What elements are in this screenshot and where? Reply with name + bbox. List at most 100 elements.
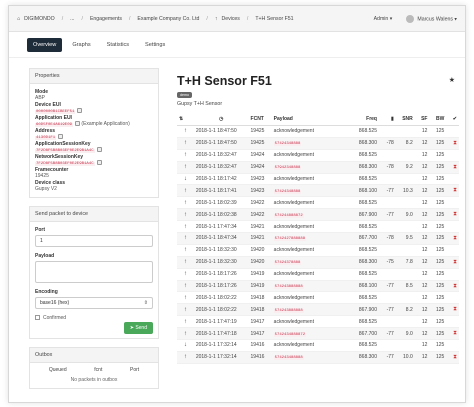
copy-icon[interactable] bbox=[96, 147, 102, 153]
device-eui-label: Device EUI bbox=[35, 102, 61, 108]
row-time: 2018-1-1 18:02:38 bbox=[193, 208, 249, 222]
row-freq: 868.525 bbox=[347, 125, 379, 138]
table-row[interactable]: ↑ 2018-1-1 18:32:47 19424 57942348888 868.30… bbox=[177, 161, 459, 174]
copy-icon[interactable] bbox=[77, 108, 83, 114]
row-time: 2018-1-1 17:47:34 bbox=[193, 220, 249, 234]
table-row[interactable]: ↑ 2018-1-1 18:47:50 19425 acknowledgement 86… bbox=[177, 125, 459, 138]
tab-overview[interactable]: Overview bbox=[27, 37, 63, 52]
star-icon[interactable]: ★ bbox=[448, 77, 455, 84]
tab-bar: Overview Graphs Statistics Settings bbox=[9, 32, 465, 58]
tab-statistics[interactable]: Statistics bbox=[106, 41, 130, 48]
payload-input[interactable] bbox=[35, 261, 153, 283]
table-row[interactable]: ↑ 2018-1-1 18:47:34 19421 5742427888888 867.… bbox=[177, 232, 459, 245]
row-payload: acknowledgement bbox=[271, 291, 348, 305]
breadcrumb-devices[interactable]: Devices bbox=[221, 15, 240, 22]
tab-settings[interactable]: Settings bbox=[145, 41, 166, 48]
breadcrumb-separator: / bbox=[246, 15, 249, 22]
table-row[interactable]: ↑ 2018-1-1 18:32:30 19420 acknowledgement 86… bbox=[177, 244, 459, 257]
row-snr bbox=[395, 315, 415, 329]
row-bw: 125 bbox=[429, 351, 447, 364]
table-row[interactable]: ↑ 2018-1-1 18:17:26 19419 acknowledgement 86… bbox=[177, 268, 459, 281]
table-row[interactable]: ↑ 2018-1-1 18:17:41 19423 57424348888 868.10… bbox=[177, 184, 459, 198]
properties-header: Properties bbox=[30, 69, 158, 84]
confirmed-checkbox[interactable] bbox=[35, 315, 40, 321]
user-menu[interactable]: Marcus Walens ▾ bbox=[406, 14, 457, 23]
outbox-panel: Outbox Queued fcnt Port No packets in ou… bbox=[29, 347, 159, 389]
row-payload: 57424348888 bbox=[271, 184, 348, 198]
row-payload: acknowledgement bbox=[271, 149, 348, 162]
hourglass-icon: ⧗ bbox=[446, 303, 459, 317]
row-fcnt: 19422 bbox=[248, 196, 272, 210]
home-icon[interactable]: ⌂ bbox=[17, 15, 21, 22]
user-name: Marcus Walens bbox=[417, 15, 453, 22]
hourglass-icon: ⧗ bbox=[446, 351, 459, 364]
table-row[interactable]: ↑ 2018-1-1 17:47:34 19421 acknowledgement 86… bbox=[177, 220, 459, 234]
breadcrumb-digimondo[interactable]: DIGIMONDO bbox=[24, 15, 55, 22]
table-row[interactable]: ↑ 2018-1-1 18:02:22 19418 574243888888 867.9… bbox=[177, 303, 459, 317]
copy-icon[interactable] bbox=[58, 134, 64, 140]
table-row[interactable]: ↑ 2018-1-1 18:02:39 19422 acknowledgement 86… bbox=[177, 196, 459, 210]
application-name[interactable]: (Example Application) bbox=[81, 121, 130, 127]
table-row[interactable]: ↑ 2018-1-1 17:47:18 19417 5742434888872 867.… bbox=[177, 327, 459, 341]
admin-menu[interactable]: Admin ▾ bbox=[374, 16, 393, 22]
row-time: 2018-1-1 18:17:26 bbox=[193, 280, 249, 293]
signal-bars-icon: ▮ bbox=[378, 113, 396, 126]
outbox-empty-message: No packets in outbox bbox=[70, 377, 118, 383]
table-row[interactable]: ↑ 2018-1-1 18:32:47 19424 acknowledgement 86… bbox=[177, 149, 459, 162]
copy-icon[interactable] bbox=[75, 121, 81, 127]
row-bw: 125 bbox=[429, 256, 447, 269]
row-bw: 125 bbox=[429, 149, 447, 162]
port-input[interactable]: 1 bbox=[35, 235, 153, 247]
upload-arrow-icon: ↑ bbox=[177, 315, 194, 329]
table-row[interactable]: ↓ 2018-1-1 17:32:14 19416 acknowledgement 86… bbox=[177, 339, 459, 352]
table-row[interactable]: ↑ 2018-1-1 17:47:19 19417 acknowledgement 86… bbox=[177, 315, 459, 329]
network-session-key-label: NetworkSessionKey bbox=[35, 154, 84, 160]
row-freq: 868.525 bbox=[347, 196, 379, 210]
encoding-select[interactable]: base16 (hex) ⇳ bbox=[35, 297, 153, 309]
empty-cell bbox=[446, 149, 459, 162]
table-row[interactable]: ↑ 2018-1-1 18:32:30 19420 57424378888 868.30… bbox=[177, 256, 459, 269]
upload-arrow-icon: ↑ bbox=[177, 256, 194, 269]
row-sf: 12 bbox=[414, 244, 430, 257]
table-row[interactable]: ↑ 2018-1-1 18:02:22 19418 acknowledgement 86… bbox=[177, 291, 459, 305]
row-bw: 125 bbox=[429, 137, 447, 150]
row-freq: 868.525 bbox=[347, 268, 379, 281]
chevron-down-icon: ▾ bbox=[389, 15, 393, 22]
row-bw: 125 bbox=[429, 161, 447, 174]
row-time: 2018-1-1 18:02:22 bbox=[193, 291, 249, 305]
table-row[interactable]: ↑ 2018-1-1 17:32:14 19416 574243488888 868.3… bbox=[177, 351, 459, 364]
tab-graphs[interactable]: Graphs bbox=[72, 41, 91, 48]
payload-hex: 574244888872 bbox=[273, 213, 304, 218]
upload-arrow-icon: ↑ bbox=[177, 268, 194, 281]
breadcrumb-company[interactable]: Example Company Co. Ltd bbox=[137, 15, 200, 22]
left-column: Properties Mode ABP Device EUI 0000000B1… bbox=[29, 68, 159, 397]
app-session-key-value: 7F2D8F5B8B03EF0E2E9B1A4C bbox=[35, 149, 95, 153]
row-rssi bbox=[378, 339, 396, 352]
sort-icon[interactable]: ⇅ bbox=[177, 113, 194, 126]
devices-icon: ↑ bbox=[214, 15, 218, 22]
row-time: 2018-1-1 17:32:14 bbox=[193, 351, 249, 364]
hourglass-icon: ⧗ bbox=[446, 161, 459, 174]
copy-icon[interactable] bbox=[96, 160, 102, 166]
payload-hex: 57424348888 bbox=[273, 189, 302, 194]
check-icon: ✔ bbox=[446, 113, 459, 126]
send-packet-header: Send packet to device bbox=[30, 207, 158, 222]
row-snr bbox=[395, 339, 415, 352]
row-time: 2018-1-1 18:47:50 bbox=[193, 125, 249, 138]
row-time: 2018-1-1 18:47:50 bbox=[193, 137, 249, 150]
table-row[interactable]: ↑ 2018-1-1 18:17:26 19419 574243888888 868.1… bbox=[177, 280, 459, 293]
row-bw: 125 bbox=[429, 303, 447, 317]
row-time: 2018-1-1 17:47:18 bbox=[193, 327, 249, 341]
table-row[interactable]: ↓ 2018-1-1 18:17:42 19423 acknowledgement 86… bbox=[177, 173, 459, 186]
empty-cell bbox=[446, 196, 459, 210]
confirmed-row: Confirmed bbox=[35, 315, 153, 321]
row-fcnt: 19423 bbox=[248, 173, 272, 186]
table-row[interactable]: ↑ 2018-1-1 18:02:38 19422 574244888872 867.9… bbox=[177, 208, 459, 222]
breadcrumb-engagements[interactable]: Engagements bbox=[89, 15, 122, 22]
row-payload: 5742434888872 bbox=[271, 327, 348, 341]
breadcrumb-ellipsis[interactable]: ... bbox=[70, 15, 75, 22]
row-freq: 868.525 bbox=[347, 173, 379, 186]
empty-cell bbox=[446, 268, 459, 281]
send-button[interactable]: ➤ Send bbox=[123, 322, 153, 334]
table-row[interactable]: ↑ 2018-1-1 18:47:50 19425 57424348888 868.30… bbox=[177, 137, 459, 150]
